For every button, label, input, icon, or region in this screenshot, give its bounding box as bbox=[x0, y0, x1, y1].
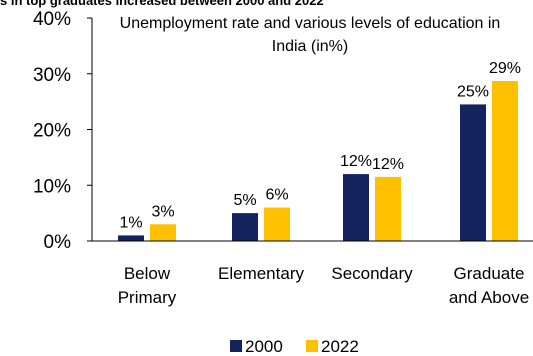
bar-2022-0 bbox=[150, 224, 176, 241]
bar-2000-0 bbox=[118, 235, 144, 241]
data-label: 3% bbox=[151, 203, 174, 220]
bar-2022-1 bbox=[264, 207, 290, 241]
data-label: 6% bbox=[265, 187, 288, 204]
y-tick-label: 30% bbox=[33, 65, 71, 86]
chart-title-line: India (in%) bbox=[272, 38, 348, 55]
bar-2022-3 bbox=[492, 80, 518, 241]
data-label: 12% bbox=[372, 156, 404, 173]
y-tick-label: 20% bbox=[33, 121, 71, 142]
chart-title-line: Unemployment rate and various levels of … bbox=[120, 15, 501, 32]
y-tick-label: 0% bbox=[44, 232, 72, 253]
y-axis: 0% 10% 20% 30% 40% bbox=[33, 9, 93, 253]
bars bbox=[118, 80, 518, 241]
legend: 2000 2022 bbox=[230, 337, 359, 356]
legend-swatch-2000 bbox=[230, 340, 242, 352]
bar-2022-2 bbox=[375, 176, 401, 241]
data-label: 1% bbox=[119, 214, 142, 231]
x-tick-label: Elementary bbox=[218, 264, 304, 283]
data-label: 29% bbox=[489, 60, 521, 77]
data-label: 5% bbox=[233, 192, 256, 209]
data-labels: 1% 3% 5% 6% 12% 12% 25%29% bbox=[119, 60, 521, 231]
x-tick-label: Below bbox=[124, 264, 171, 283]
header-title: s in top graduates increased between 200… bbox=[0, 0, 324, 8]
x-tick-label: Primary bbox=[118, 288, 177, 307]
data-label: 25% bbox=[457, 83, 489, 100]
legend-label: 2000 bbox=[245, 337, 283, 356]
legend-label: 2022 bbox=[321, 337, 359, 356]
y-tick-label: 10% bbox=[33, 176, 71, 197]
x-tick-label: Secondary bbox=[331, 264, 413, 283]
bar-2000-1 bbox=[232, 213, 258, 241]
x-tick-label: and Above bbox=[449, 288, 529, 307]
bar-2000-2 bbox=[343, 174, 369, 241]
y-tick-label: 40% bbox=[33, 9, 71, 30]
chart-title: Unemployment rate and various levels of … bbox=[120, 15, 501, 55]
bar-2000-3 bbox=[460, 104, 486, 241]
data-label: 12% bbox=[340, 153, 372, 170]
x-tick-label: Graduate bbox=[454, 264, 525, 283]
x-axis: Below Primary Elementary Secondary Graduate a… bbox=[92, 240, 533, 307]
legend-swatch-2022 bbox=[306, 340, 318, 352]
